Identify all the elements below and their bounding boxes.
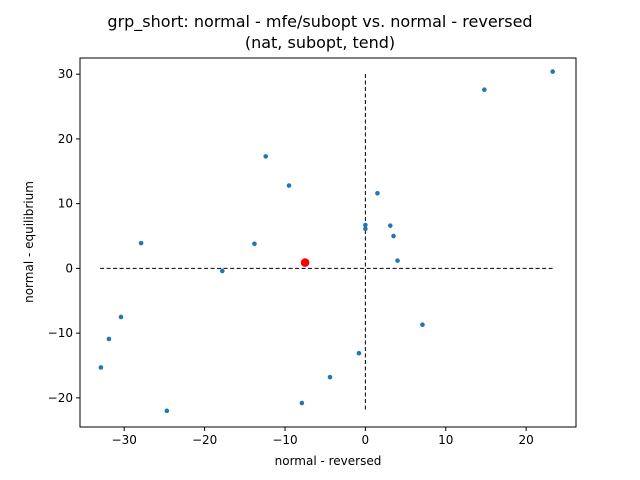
- data-point: [286, 183, 292, 188]
- data-point: [363, 226, 368, 232]
- y-tick-label: 10: [58, 197, 73, 211]
- y-tick-label: 0: [65, 261, 73, 275]
- chart-title-line2: (nat, subopt, tend): [244, 33, 396, 52]
- y-tick-label: 30: [58, 67, 73, 81]
- x-tick-label: −20: [192, 433, 217, 447]
- data-point: [98, 365, 104, 370]
- data-point: [164, 408, 170, 414]
- data-point: [482, 87, 487, 93]
- y-tick-label: −20: [48, 391, 73, 405]
- y-tick-label: 20: [58, 132, 73, 146]
- data-point: [263, 154, 268, 159]
- data-point: [420, 322, 425, 328]
- data-point: [106, 336, 112, 342]
- data-point: [299, 400, 305, 406]
- x-tick-label: 10: [438, 433, 453, 447]
- data-point: [388, 223, 393, 228]
- data-point: [252, 241, 257, 247]
- data-point: [363, 222, 368, 228]
- data-point: [138, 240, 144, 246]
- data-point: [395, 258, 400, 263]
- data-point: [550, 69, 555, 74]
- x-tick-label: 20: [519, 433, 534, 447]
- data-point: [219, 268, 225, 274]
- chart-title-line1: grp_short: normal - mfe/subopt vs. norma…: [107, 12, 533, 31]
- data-point: [375, 191, 380, 196]
- x-axis-label: normal - reversed: [274, 454, 382, 468]
- data-point: [118, 314, 124, 320]
- axes-frame: [79, 57, 577, 428]
- data-point: [327, 374, 333, 380]
- highlight-point: [300, 258, 310, 267]
- y-axis-label: normal - equilibrium: [22, 181, 36, 303]
- x-tick-label: −30: [112, 433, 137, 447]
- data-point: [356, 350, 362, 356]
- x-tick-label: −10: [272, 433, 297, 447]
- x-tick-label: 0: [362, 433, 370, 447]
- data-point: [391, 233, 396, 239]
- y-tick-label: −10: [48, 326, 73, 340]
